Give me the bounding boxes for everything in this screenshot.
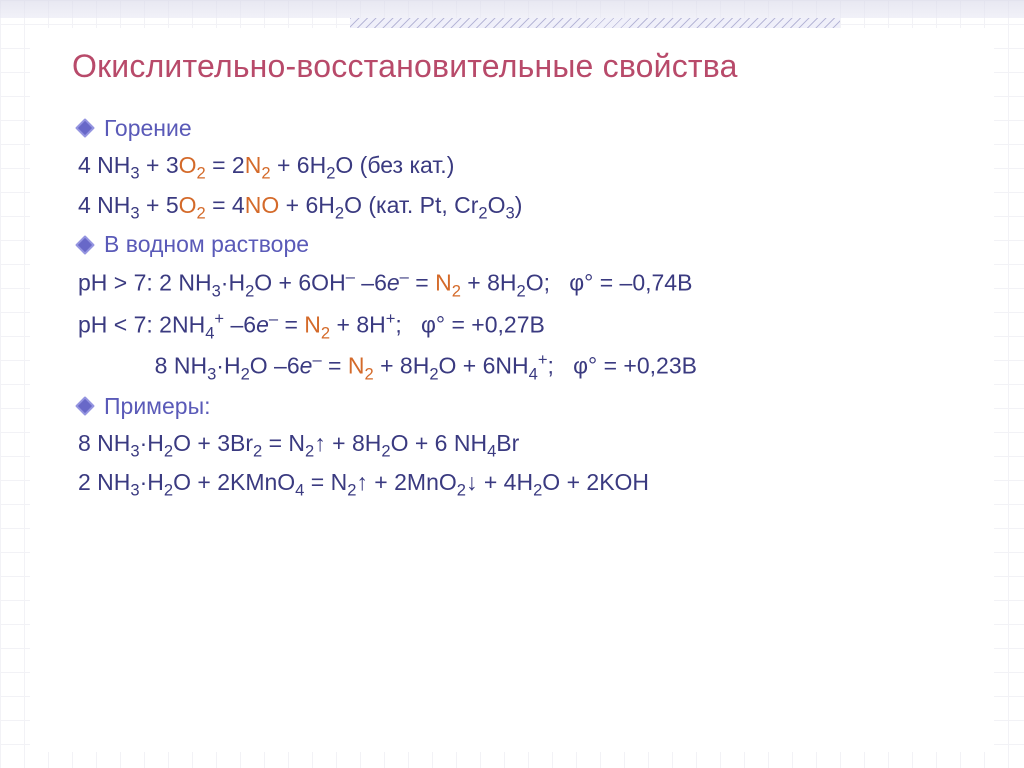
equation-line: 8 NH3·H2O + 3Br2 = N2 + 8H2O + 6 NH4Br <box>78 426 954 464</box>
equation-line: pH < 7: 2NH4+ –6e– = N2 + 8H+; φ° = +0,2… <box>78 306 954 345</box>
slide-content: Окислительно-восстановительные свойства … <box>30 28 994 752</box>
diamond-icon <box>75 119 95 139</box>
diamond-icon <box>75 235 95 255</box>
top-hatching <box>350 18 840 28</box>
equation-line: 4 NH3 + 5O2 = 4NO + 6H2O (кат. Pt, Cr2O3… <box>78 188 954 226</box>
equation-line: 8 NH3·H2O –6e– = N2 + 8H2O + 6NH4+; φ° =… <box>78 347 954 386</box>
top-strip <box>0 0 1024 18</box>
equation-line: 2 NH3·H2O + 2KMnO4 = N2 + 2MnO2 + 4H2O +… <box>78 465 954 503</box>
equation-line: 4 NH3 + 3O2 = 2N2 + 6H2O (без кат.) <box>78 148 954 186</box>
section-heading: Примеры: <box>104 389 211 424</box>
diamond-icon <box>75 396 95 416</box>
bullet-row: Горение <box>78 111 954 146</box>
slide-body: Горение4 NH3 + 3O2 = 2N2 + 6H2O (без кат… <box>78 111 954 503</box>
section-heading: В водном растворе <box>104 227 309 262</box>
bullet-row: Примеры: <box>78 389 954 424</box>
bullet-row: В водном растворе <box>78 227 954 262</box>
section-heading: Горение <box>104 111 192 146</box>
equation-line: pH > 7: 2 NH3·H2O + 6OH– –6e– = N2 + 8H2… <box>78 264 954 303</box>
slide-title: Окислительно-восстановительные свойства <box>72 48 954 85</box>
